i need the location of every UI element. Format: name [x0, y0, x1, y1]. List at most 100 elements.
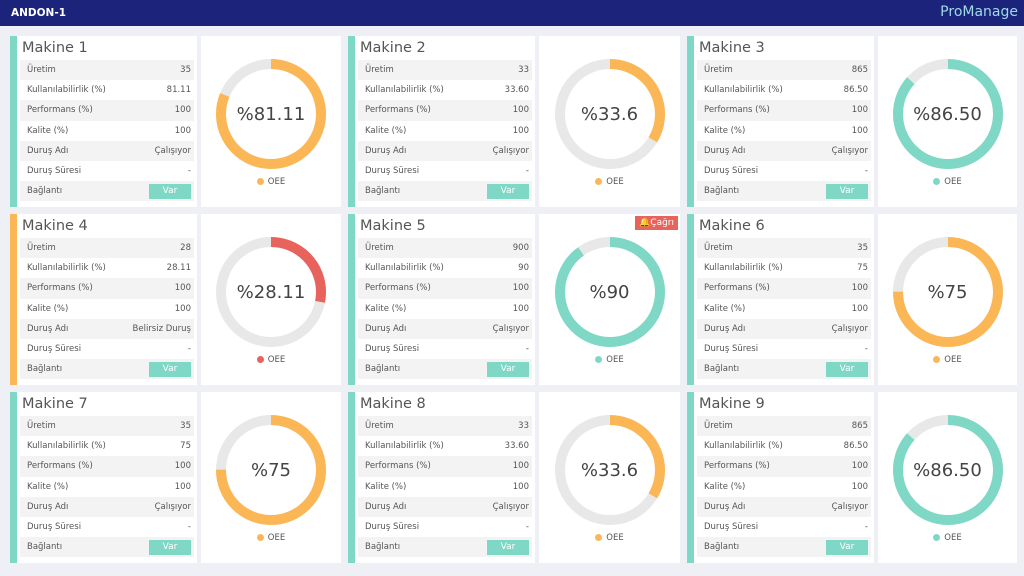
connection-badge: Var: [826, 361, 868, 377]
table-row: Duruş Adı Çalışıyor: [358, 140, 532, 161]
connection-badge: Var: [487, 183, 529, 199]
oee-panel: 🔔Çağrı %90 OEE: [539, 214, 680, 385]
legend-dot: [933, 177, 941, 185]
oee-donut: [892, 59, 1003, 169]
row-label: Duruş Süresi: [365, 166, 420, 177]
legend: OEE: [201, 355, 341, 365]
row-value: Çalışıyor: [154, 145, 191, 156]
row-label: Kalite (%): [704, 481, 746, 492]
oee-panel: %28.11 OEE: [201, 214, 341, 385]
legend: OEE: [201, 177, 341, 187]
legend-dot: [933, 533, 941, 541]
machine-table: Makine 1 Üretim 35 Kullanılabilirlik (%) 81.…: [17, 36, 197, 207]
row-label: Duruş Adı: [704, 145, 746, 156]
row-value: 100: [851, 461, 868, 472]
machine-title: Makine 3: [699, 40, 765, 56]
row-value: 100: [512, 303, 529, 314]
table-row: Kullanılabilirlik (%) 75: [697, 258, 871, 278]
machine-table: Makine 8 Üretim 33 Kullanılabilirlik (%) 33.…: [355, 392, 535, 563]
machine-table: Makine 5 Üretim 900 Kullanılabilirlik (%) 90…: [355, 214, 535, 385]
row-label: Duruş Süresi: [27, 522, 82, 533]
table-row: Üretim 33: [358, 60, 532, 81]
machine-card[interactable]: Makine 9 Üretim 865 Kullanılabilirlik (%) 86…: [687, 392, 1017, 563]
table-row: Duruş Süresi -: [697, 161, 871, 181]
machine-card[interactable]: Makine 8 Üretim 33 Kullanılabilirlik (%) 33.…: [348, 392, 680, 563]
legend: OEE: [878, 355, 1017, 365]
table-row: Üretim 35: [20, 60, 194, 81]
row-label: Duruş Adı: [365, 501, 407, 512]
row-value: 100: [174, 283, 191, 294]
donut-value-arc: [892, 59, 1003, 169]
table-row: Bağlantı Var: [697, 537, 871, 558]
table-row: Kalite (%) 100: [358, 477, 532, 497]
donut-value-arc: [216, 415, 326, 525]
row-label: Bağlantı: [704, 364, 740, 375]
status-bar: [687, 36, 694, 207]
donut-value-arc: [892, 237, 1003, 347]
row-value: 33.60: [504, 85, 529, 96]
machine-card[interactable]: Makine 5 Üretim 900 Kullanılabilirlik (%) 90…: [348, 214, 680, 385]
row-label: Üretim: [27, 65, 56, 76]
table-row: Kalite (%) 100: [20, 121, 194, 141]
table-row: Kalite (%) 100: [358, 299, 532, 319]
row-label: Bağlantı: [27, 186, 63, 197]
row-value: 100: [174, 481, 191, 492]
logo: ProManage: [940, 4, 1018, 20]
machine-table: Makine 2 Üretim 33 Kullanılabilirlik (%) 33.…: [355, 36, 535, 207]
donut-value-arc: [216, 237, 326, 347]
table-row: Duruş Adı Çalışıyor: [20, 140, 194, 161]
table-row: Bağlantı Var: [697, 359, 871, 380]
row-value: 100: [174, 303, 191, 314]
row-value: -: [187, 522, 191, 533]
row-label: Kalite (%): [704, 125, 746, 136]
oee-panel: %33.6 OEE: [539, 36, 680, 207]
row-value: -: [864, 166, 868, 177]
table-row: Duruş Adı Çalışıyor: [20, 496, 194, 517]
table-row: Bağlantı Var: [358, 181, 532, 202]
legend-label: OEE: [944, 177, 962, 187]
row-label: Kullanılabilirlik (%): [27, 441, 106, 452]
status-bar: [10, 36, 17, 207]
legend-label: OEE: [267, 177, 286, 187]
row-value: 100: [512, 283, 529, 294]
table-row: Performans (%) 100: [20, 456, 194, 477]
row-label: Bağlantı: [365, 364, 401, 375]
row-value: 100: [512, 481, 529, 492]
table-row: Bağlantı Var: [20, 181, 194, 202]
donut-value-arc: [892, 415, 1003, 525]
connection-badge: Var: [149, 361, 191, 377]
legend-dot: [595, 533, 603, 541]
status-bar: [10, 214, 17, 385]
row-value: 100: [851, 303, 868, 314]
row-label: Kullanılabilirlik (%): [27, 263, 106, 274]
call-alert-button[interactable]: 🔔Çağrı: [635, 216, 678, 230]
machine-card[interactable]: Makine 1 Üretim 35 Kullanılabilirlik (%) 81.…: [10, 36, 341, 207]
machine-card[interactable]: Makine 3 Üretim 865 Kullanılabilirlik (%) 86…: [687, 36, 1017, 207]
table-row: Duruş Adı Çalışıyor: [358, 318, 532, 339]
row-value: Çalışıyor: [831, 145, 868, 156]
row-value: 86.50: [843, 441, 868, 452]
row-label: Performans (%): [27, 105, 93, 116]
table-row: Kalite (%) 100: [697, 299, 871, 319]
legend-dot: [595, 355, 603, 363]
machine-card[interactable]: Makine 7 Üretim 35 Kullanılabilirlik (%) 75 P…: [10, 392, 341, 563]
row-label: Üretim: [27, 421, 56, 432]
row-label: Duruş Adı: [365, 323, 407, 334]
machine-card[interactable]: Makine 6 Üretim 35 Kullanılabilirlik (%) 75 P…: [687, 214, 1017, 385]
bell-icon: 🔔: [639, 218, 651, 228]
row-label: Duruş Süresi: [365, 522, 420, 533]
table-row: Duruş Süresi -: [20, 161, 194, 181]
row-label: Kalite (%): [365, 125, 407, 136]
row-label: Performans (%): [704, 461, 770, 472]
table-row: Duruş Süresi -: [697, 339, 871, 359]
oee-value: %86.50: [913, 104, 982, 125]
oee-donut: [216, 237, 326, 347]
donut-value-arc: [554, 59, 665, 169]
machine-table: Makine 9 Üretim 865 Kullanılabilirlik (%) 86…: [694, 392, 874, 563]
table-row: Duruş Süresi -: [20, 339, 194, 359]
oee-donut: [216, 59, 326, 169]
machine-card[interactable]: Makine 4 Üretim 28 Kullanılabilirlik (%) 28.…: [10, 214, 341, 385]
machine-card[interactable]: Makine 2 Üretim 33 Kullanılabilirlik (%) 33.…: [348, 36, 680, 207]
row-label: Performans (%): [704, 283, 770, 294]
row-label: Bağlantı: [704, 542, 740, 553]
